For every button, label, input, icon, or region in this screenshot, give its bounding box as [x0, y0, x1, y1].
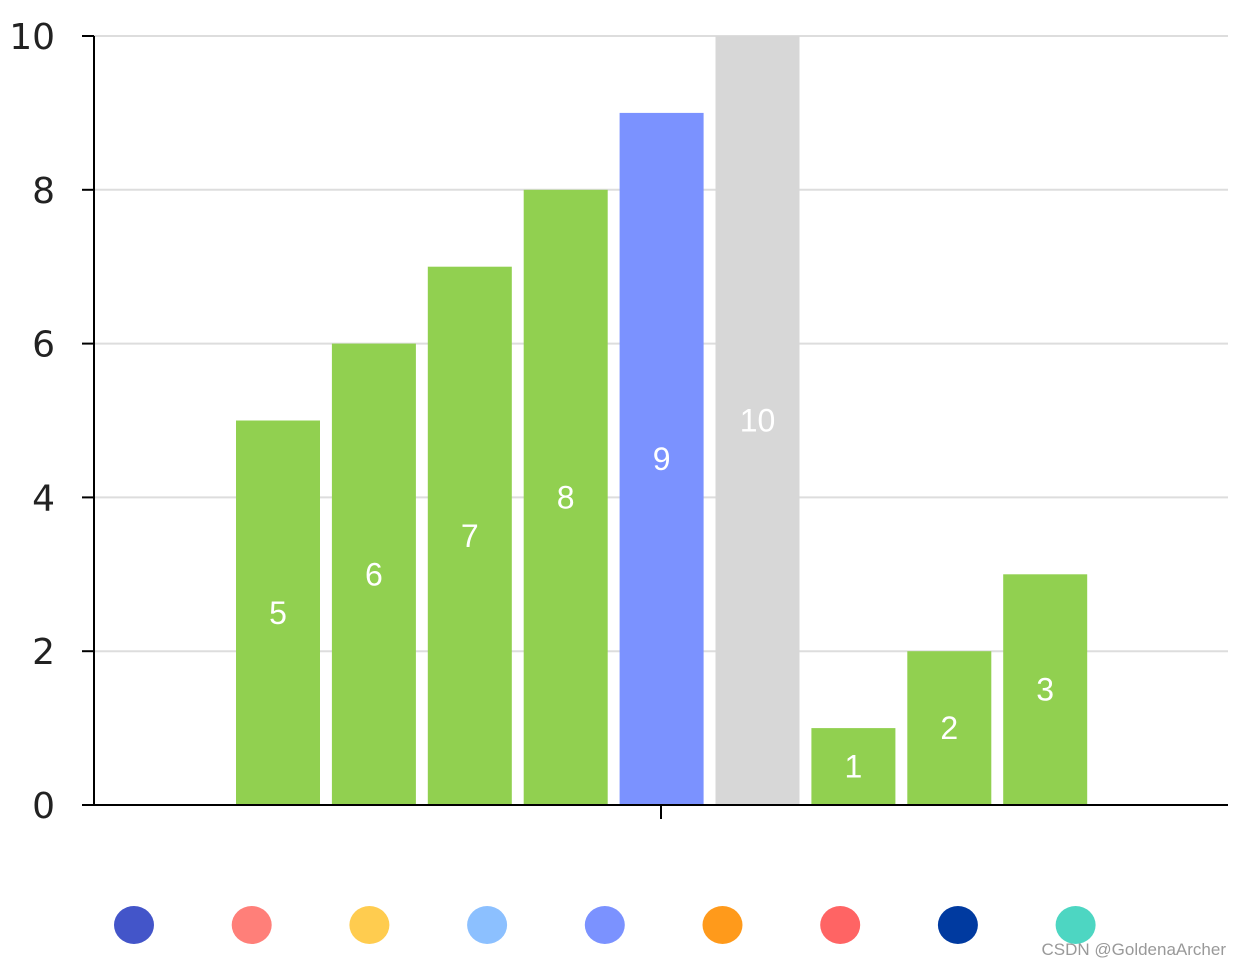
bar [523, 189, 608, 806]
y-tick-label: 10 [9, 17, 55, 58]
bar-value-label: 3 [1036, 672, 1054, 708]
data-labels: 5 6 7 8 9 10 1 2 3 [269, 403, 1054, 785]
legend-marker [349, 906, 390, 944]
legend-marker [937, 906, 978, 944]
bar [907, 651, 992, 805]
y-tick-label: 6 [32, 325, 55, 366]
y-tick-label: 0 [32, 786, 55, 827]
bar [811, 728, 896, 805]
legend-marker [114, 906, 154, 944]
bar-value-label: 8 [557, 479, 575, 515]
legend-marker [231, 906, 272, 944]
y-tick-label: 4 [32, 478, 55, 519]
bar-value-label: 6 [365, 556, 383, 592]
bar [331, 343, 416, 805]
y-axis-ticks: 0 2 4 6 8 10 [9, 17, 94, 827]
legend-marker [702, 906, 743, 944]
bar-value-label: 9 [653, 441, 671, 477]
bar-value-label: 7 [461, 518, 479, 554]
legend-marker [584, 906, 625, 944]
bars [236, 36, 1088, 806]
y-tick-label: 2 [32, 632, 55, 673]
bar [236, 420, 320, 805]
y-tick-label: 8 [32, 171, 55, 212]
axes [93, 36, 1228, 819]
bar [1003, 574, 1088, 805]
bar [715, 36, 800, 805]
legend-marker [820, 906, 861, 944]
bar [619, 112, 704, 805]
legend-marker [1055, 906, 1096, 944]
legend-marker [467, 906, 508, 944]
bar-value-label: 1 [845, 749, 863, 785]
bar-value-label: 5 [269, 595, 287, 631]
bar-value-label: 10 [740, 403, 776, 439]
legend [114, 906, 1096, 944]
bar [427, 266, 512, 805]
bar-value-label: 2 [940, 710, 958, 746]
watermark: CSDN @GoldenaArcher [1042, 940, 1227, 959]
